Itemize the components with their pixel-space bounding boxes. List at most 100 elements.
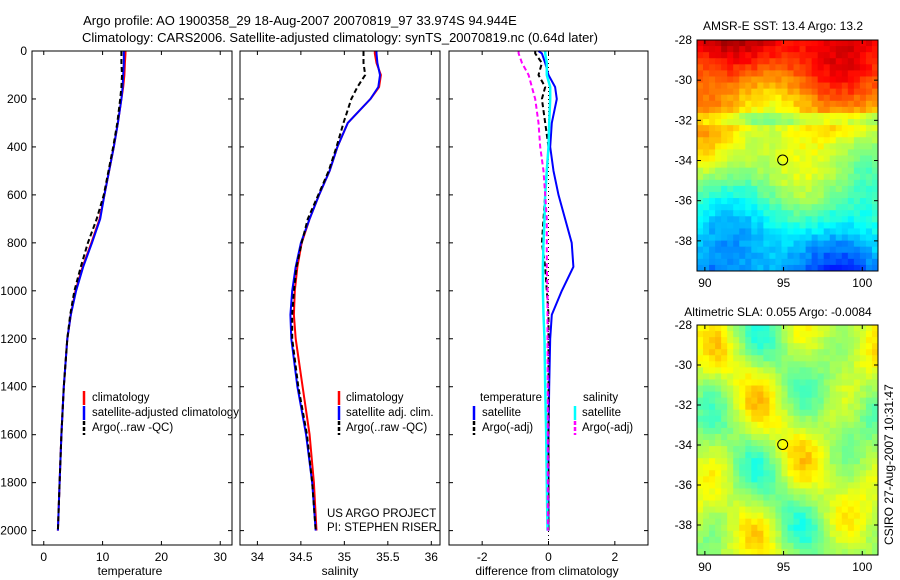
map-cell [703,191,710,199]
map-cell [739,512,746,520]
map-cell [865,361,873,368]
map-cell [811,88,819,96]
map-cell [751,331,758,338]
map-cell [733,494,740,502]
map-cell [709,403,716,411]
map-cell [775,46,783,53]
map-cell [733,161,740,169]
map-cell [835,452,843,459]
map-cell [757,421,764,429]
map-cell [727,367,734,375]
map-cell [781,246,789,254]
x-tick-label: 35 [338,550,352,564]
map-cell [871,470,878,477]
map-cell [811,542,819,550]
map-cell [811,137,819,144]
map-cell [715,373,722,381]
map-cell [763,131,770,138]
map-cell [865,355,873,362]
map-cell [757,252,764,260]
map-cell [715,204,722,211]
map-cell [859,40,867,47]
map-cell [715,494,722,502]
map-cell [811,512,819,520]
map-cell [799,446,807,453]
map-cell [715,476,722,483]
map-cell [829,391,837,399]
map-cell [853,119,861,126]
map-cell [727,415,734,423]
map-cell [739,228,746,236]
map-cell [859,204,867,211]
map-cell [841,355,849,362]
map-cell [697,222,704,230]
map-cell [835,264,843,271]
map-cell [709,70,716,78]
map-cell [799,143,807,151]
map-cell [811,331,819,338]
map-cell [811,349,819,356]
map-cell [709,264,716,271]
map-cell [793,246,801,254]
lat-tick-label: -32 [675,113,693,127]
map-cell [799,464,807,471]
map-cell [817,349,825,356]
map-cell [841,64,849,71]
map-cell [847,222,855,230]
map-cell [847,40,855,47]
map-cell [853,536,861,544]
map-cell [715,179,722,187]
map-cell [763,191,770,199]
map-cell [715,100,722,108]
map-cell [829,264,837,271]
map-cell [727,530,734,538]
map-cell [859,76,867,84]
map-cell [739,500,746,508]
map-cell [763,155,770,163]
map-cell [757,518,764,526]
map-cell [739,421,746,429]
map-cell [751,191,758,199]
map-cell [697,349,704,356]
map-cell [835,421,843,429]
map-cell [703,167,710,175]
map-cell [757,82,764,90]
map-cell [739,361,746,368]
map-cell [781,216,789,223]
map-cell [853,161,861,169]
map-cell [799,204,807,211]
map-cell [835,112,843,120]
map-cell [715,94,722,102]
map-cell [829,379,837,387]
salinity-xlabel: salinity [322,564,359,578]
map-cell [715,88,722,96]
map-cell [811,446,819,453]
map-cell [829,88,837,96]
map-cell [757,137,764,144]
map-cell [715,58,722,65]
map-cell [859,488,867,496]
map-cell [757,52,764,59]
map-cell [775,191,783,199]
map-cell [805,464,813,471]
map-cell [715,530,722,538]
map-cell [847,82,855,90]
map-cell [775,149,783,157]
map-cell [757,500,764,508]
map-cell [757,46,764,53]
map-cell [727,198,734,205]
map-cell [721,433,728,441]
map-cell [775,506,783,514]
map-cell [835,240,843,248]
map-cell [703,476,710,483]
map-cell [823,264,831,271]
map-cell [847,343,855,350]
map-cell [787,88,795,96]
map-cell [733,76,740,84]
map-cell [751,52,758,59]
map-cell [721,240,728,248]
map-cell [751,343,758,350]
map-cell [799,191,807,199]
map-cell [787,500,795,508]
map-cell [745,476,752,483]
